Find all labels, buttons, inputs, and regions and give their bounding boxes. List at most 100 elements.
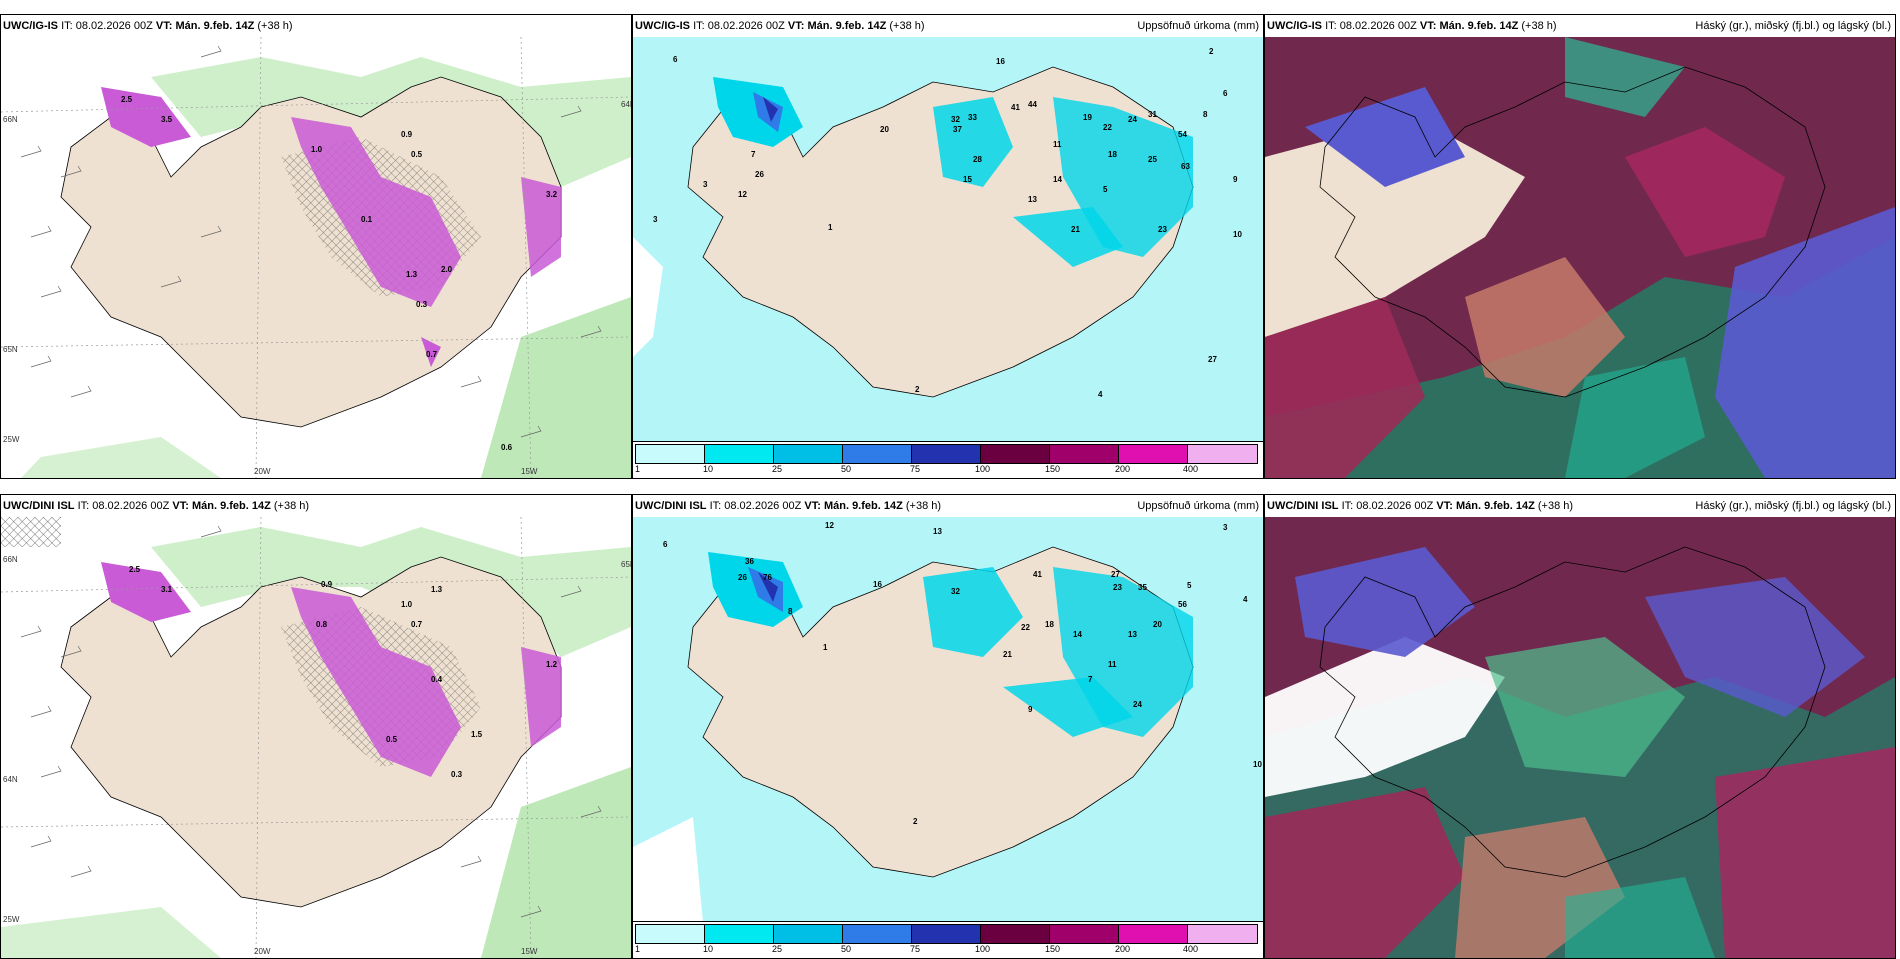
value-label: 28 — [973, 155, 982, 164]
lead-time: (+38 h) — [905, 500, 942, 512]
precip-map — [633, 517, 1263, 922]
value-label: 18 — [1108, 150, 1117, 159]
it-label: IT: — [1341, 500, 1354, 512]
value-label: 63 — [1181, 162, 1190, 171]
it-label: IT: — [1325, 20, 1337, 32]
map-panel-bottom-right: UWC/DINI ISL IT: 08.02.2026 00Z VT: Mán.… — [1264, 494, 1896, 959]
value-label: 27 — [1111, 570, 1120, 579]
value-label: 6 — [663, 540, 668, 549]
colorbar-swatches — [635, 444, 1258, 464]
value-label: 0.6 — [501, 443, 513, 452]
colorbar-swatch — [705, 925, 774, 943]
value-label: 15 — [963, 175, 972, 184]
vt-label: VT: — [172, 500, 189, 512]
it-value: 08.02.2026 00Z — [92, 500, 170, 512]
colorbar-tick: 150 — [1045, 944, 1061, 954]
value-label: 9 — [1028, 705, 1033, 714]
value-label: 0.7 — [426, 350, 438, 359]
panel-title: UWC/IG-IS IT: 08.02.2026 00Z VT: Mán. 9.… — [1265, 15, 1895, 37]
value-label: 2.0 — [441, 265, 453, 274]
lat-label: 66N — [3, 115, 18, 124]
value-label: 5 — [1103, 185, 1108, 194]
value-label: 1 — [823, 643, 828, 652]
colorbar-swatch — [774, 925, 843, 943]
vt-label: VT: — [787, 20, 805, 32]
panel-title: UWC/DINI ISL IT: 08.02.2026 00Z VT: Mán.… — [633, 495, 1263, 517]
model-name: UWC/IG-IS — [635, 20, 690, 32]
colorbar-swatch — [774, 445, 843, 463]
colorbar-swatch — [1050, 925, 1119, 943]
value-label: 20 — [880, 125, 889, 134]
value-label: 0.9 — [321, 580, 333, 589]
colorbar-swatch — [1188, 925, 1257, 943]
value-label: 3 — [703, 180, 708, 189]
value-label: 21 — [1071, 225, 1080, 234]
vt-label: VT: — [804, 500, 821, 512]
value-label: 22 — [1021, 623, 1030, 632]
lat-label: 64N — [3, 775, 18, 784]
colorbar-tick: 400 — [1183, 944, 1199, 954]
map-panel-top-middle: UWC/IG-IS IT: 08.02.2026 00Z VT: Mán. 9.… — [632, 14, 1264, 479]
value-label: 0.9 — [401, 130, 413, 139]
colorbar-tick: 50 — [841, 464, 852, 474]
value-label: 1 — [828, 223, 833, 232]
panel-title: UWC/DINI ISL IT: 08.02.2026 00Z VT: Mán.… — [1265, 495, 1895, 517]
lat-label: 64N — [621, 100, 631, 109]
value-label: 1.5 — [471, 730, 483, 739]
field-title: Uppsöfnuð úrkoma (mm) — [1137, 500, 1259, 512]
value-label: 2.5 — [129, 565, 141, 574]
value-label: 6 — [1223, 89, 1228, 98]
value-label: 5 — [1187, 581, 1192, 590]
value-label: 0.4 — [431, 675, 443, 684]
value-label: 4 — [1243, 595, 1248, 604]
it-label: IT: — [61, 20, 73, 32]
value-label: 0.3 — [451, 770, 463, 779]
map-panel-bottom-middle: UWC/DINI ISL IT: 08.02.2026 00Z VT: Mán.… — [632, 494, 1264, 959]
vt-value: Mán. 9.feb. 14Z — [823, 500, 903, 512]
it-value: 08.02.2026 00Z — [724, 500, 802, 512]
value-label: 11 — [1053, 140, 1062, 149]
lon-label: 25W — [3, 435, 20, 444]
value-label: 8 — [788, 607, 793, 616]
colorbar-tick: 50 — [841, 944, 852, 954]
colorbar-tick: 25 — [772, 944, 783, 954]
colorbar-swatch — [981, 925, 1050, 943]
value-label: 23 — [1158, 225, 1167, 234]
snow-wind-map — [1, 517, 631, 958]
vt-label: VT: — [1436, 500, 1453, 512]
colorbar-swatch — [1050, 445, 1119, 463]
value-label: 22 — [1103, 123, 1112, 132]
value-label: 7 — [1088, 675, 1093, 684]
map-panel-top-right: UWC/IG-IS IT: 08.02.2026 00Z VT: Mán. 9.… — [1264, 14, 1896, 479]
value-label: 4 — [1098, 390, 1103, 399]
value-label: 32 — [951, 115, 960, 124]
it-label: IT: — [693, 20, 705, 32]
colorbar-tick: 75 — [910, 464, 921, 474]
value-label: 25 — [1148, 155, 1157, 164]
iceland-outline — [1319, 546, 1826, 878]
colorbar-tick: 25 — [772, 464, 783, 474]
value-label: 1.0 — [401, 600, 413, 609]
value-label: 44 — [1028, 100, 1037, 109]
lead-time: (+38 h) — [889, 20, 925, 32]
value-label: 23 — [1113, 583, 1122, 592]
value-label: 54 — [1178, 130, 1187, 139]
value-label: 56 — [1178, 600, 1187, 609]
value-label: 2 — [1209, 47, 1214, 56]
value-label: 0.8 — [316, 620, 328, 629]
value-label: 1.3 — [406, 270, 418, 279]
value-label: 41 — [1033, 570, 1042, 579]
value-label: 10 — [1253, 760, 1262, 769]
colorbar-labels: 1 10 25 50 75 100 150 200 400 — [635, 944, 1263, 956]
panel-title: UWC/IG-IS IT: 08.02.2026 00Z VT: Mán. 9.… — [633, 15, 1263, 37]
field-title: Háský (gr.), miðský (fj.bl.) og lágský (… — [1695, 20, 1891, 32]
field-title: Háský (gr.), miðský (fj.bl.) og lágský (… — [1695, 500, 1891, 512]
value-label: 11 — [1108, 660, 1117, 669]
value-label: 0.7 — [411, 620, 423, 629]
colorbar-tick: 100 — [975, 944, 991, 954]
value-label: 13 — [1028, 195, 1037, 204]
iceland-outline — [1319, 66, 1826, 398]
value-label: 3 — [653, 215, 658, 224]
lon-label: 20W — [254, 947, 271, 956]
model-name: UWC/IG-IS — [3, 20, 58, 32]
